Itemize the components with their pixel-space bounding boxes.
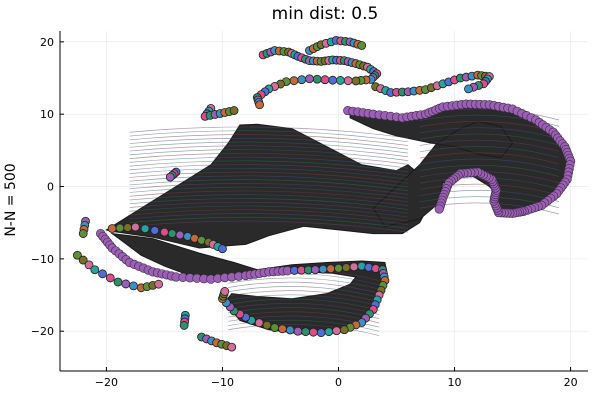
point — [270, 323, 280, 332]
x-tick-label-1: −10 — [211, 376, 234, 389]
point — [334, 263, 343, 273]
axes-layer — [59, 31, 588, 372]
point — [179, 321, 189, 330]
point — [140, 224, 150, 234]
y-tick-label-4: 20 — [40, 36, 54, 49]
ribbon-streaks-upper — [129, 126, 409, 233]
point — [316, 328, 326, 338]
strand-10 — [218, 261, 390, 338]
x-tick-label-2: 0 — [335, 376, 342, 389]
point — [339, 325, 349, 335]
point — [78, 255, 88, 265]
point — [278, 324, 287, 334]
ribbon-layer — [105, 103, 572, 336]
point — [160, 227, 169, 237]
point — [301, 327, 311, 337]
strand-4 — [197, 332, 237, 352]
point — [107, 224, 117, 233]
strand-0 — [165, 167, 181, 182]
rim-right-loop — [343, 99, 576, 218]
point — [123, 223, 133, 232]
tick-layer: −20 −10 0 10 20 −20 −10 0 10 20 — [31, 36, 578, 389]
strand-9 — [371, 70, 494, 97]
point — [308, 327, 318, 337]
point — [129, 281, 138, 291]
point — [341, 263, 351, 272]
strand-6 — [200, 104, 239, 121]
point — [343, 76, 353, 86]
point — [131, 222, 140, 232]
strand-3 — [179, 310, 190, 330]
point — [98, 269, 107, 279]
strand-7 — [252, 46, 382, 110]
point — [312, 74, 322, 84]
x-tick-label-3: 10 — [448, 376, 462, 389]
strand-8 — [305, 36, 367, 55]
point — [336, 76, 345, 85]
point — [167, 229, 177, 238]
point — [165, 172, 175, 182]
strand-5 — [107, 222, 227, 254]
y-tick-label-0: −20 — [31, 325, 54, 338]
strand-1 — [78, 216, 90, 238]
point — [175, 230, 185, 240]
x-tick-label-4: 20 — [564, 376, 578, 389]
point — [351, 76, 361, 86]
point — [254, 318, 264, 328]
chart-title: min dist: 0.5 — [272, 4, 379, 24]
point — [289, 76, 299, 86]
point — [220, 287, 230, 296]
point — [255, 100, 264, 110]
point — [262, 320, 272, 330]
point — [154, 279, 164, 289]
point — [310, 265, 320, 275]
point — [73, 250, 82, 260]
point — [464, 84, 473, 94]
point — [328, 75, 338, 85]
x-tick-label-0: −20 — [95, 376, 118, 389]
point — [326, 264, 336, 274]
point — [318, 264, 328, 274]
point — [90, 265, 100, 275]
point — [293, 326, 303, 336]
point — [297, 75, 307, 85]
points-layer — [73, 36, 576, 352]
point — [227, 342, 237, 352]
point — [285, 325, 295, 335]
point — [218, 244, 227, 254]
point — [115, 223, 125, 233]
point — [150, 226, 160, 235]
point — [105, 273, 115, 283]
point — [305, 74, 314, 84]
point — [349, 262, 359, 272]
point — [357, 41, 367, 50]
point — [320, 75, 330, 85]
point — [229, 106, 239, 115]
strand-2 — [73, 250, 164, 293]
point — [113, 277, 123, 287]
y-axis-label: N-N = 500 — [3, 163, 19, 236]
point — [324, 327, 334, 337]
rim-left-edge — [96, 228, 293, 284]
point — [121, 279, 131, 289]
y-tick-label-2: 0 — [47, 181, 54, 194]
y-tick-label-1: −10 — [31, 253, 54, 266]
point — [332, 326, 341, 336]
point — [78, 229, 88, 238]
point — [84, 260, 94, 270]
y-tick-label-3: 10 — [40, 108, 54, 121]
